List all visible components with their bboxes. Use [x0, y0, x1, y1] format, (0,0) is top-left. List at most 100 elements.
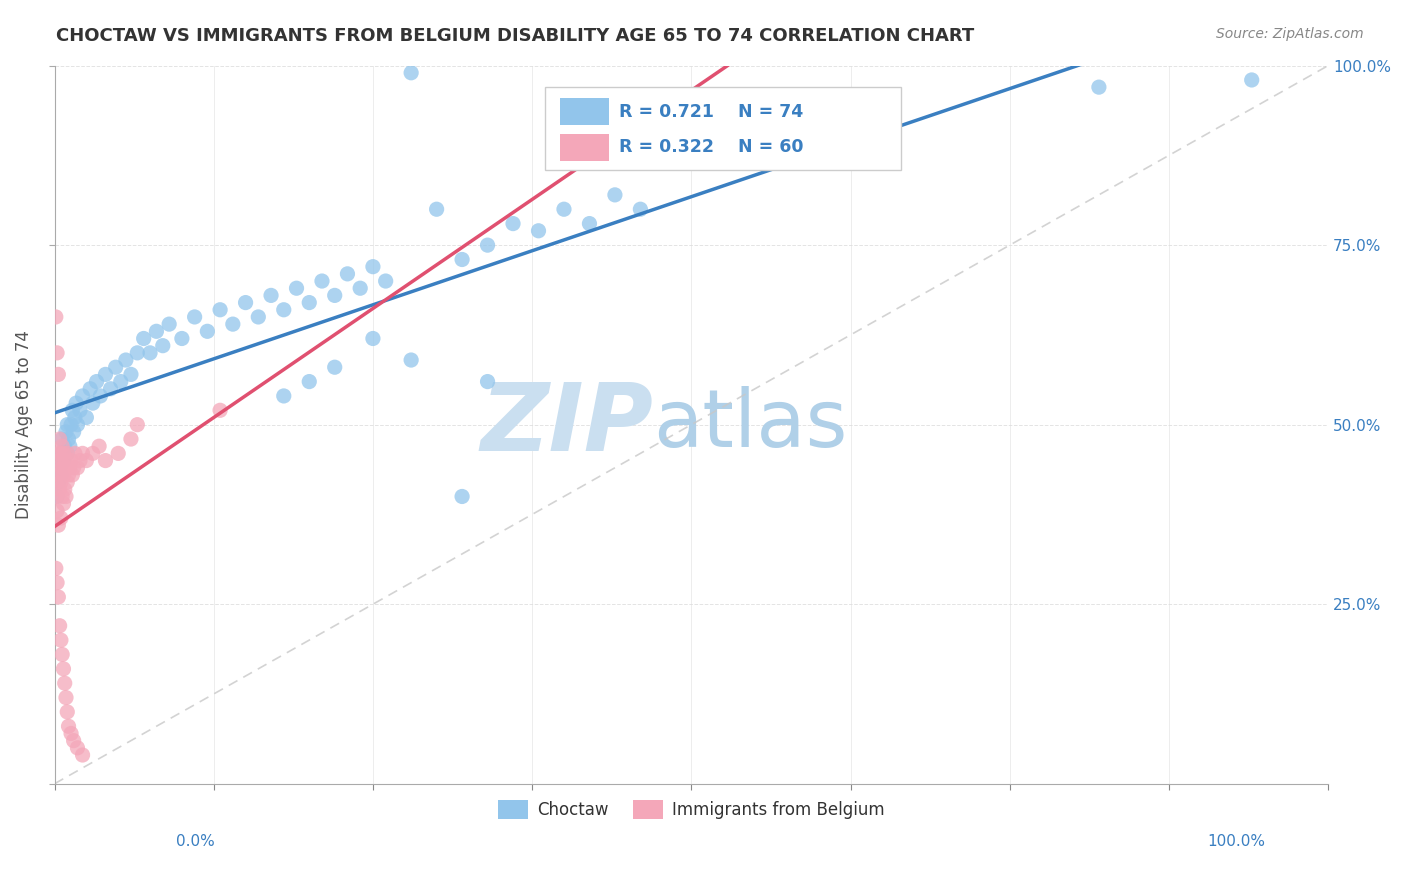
Point: [578, 217, 600, 231]
Point: [59, 439, 82, 453]
Point: [46, 460, 69, 475]
Point: [72, 389, 94, 403]
Point: [170, 331, 193, 345]
Point: [72, 446, 94, 460]
Point: [56, 705, 79, 719]
Bar: [560, 134, 609, 161]
Point: [48, 432, 70, 446]
Point: [374, 274, 396, 288]
Point: [1240, 73, 1263, 87]
Point: [45, 561, 67, 575]
Point: [46, 575, 69, 590]
Point: [553, 202, 575, 217]
Point: [53, 676, 76, 690]
Point: [49, 467, 72, 482]
Point: [110, 375, 132, 389]
Point: [298, 375, 321, 389]
Point: [51, 439, 73, 453]
Text: ZIP: ZIP: [481, 379, 654, 471]
Point: [603, 187, 626, 202]
Point: [66, 460, 89, 475]
Point: [86, 375, 108, 389]
Point: [49, 446, 72, 460]
Point: [48, 619, 70, 633]
Point: [115, 353, 138, 368]
Point: [46, 467, 69, 482]
Text: R = 0.322    N = 60: R = 0.322 N = 60: [619, 138, 803, 156]
Point: [58, 719, 80, 733]
Point: [120, 432, 142, 446]
Point: [65, 396, 87, 410]
Bar: [546, 87, 901, 169]
Point: [66, 740, 89, 755]
Point: [82, 396, 104, 410]
Point: [55, 690, 77, 705]
Point: [107, 446, 129, 460]
Point: [87, 439, 110, 453]
Point: [63, 446, 86, 460]
Point: [53, 439, 76, 453]
Point: [58, 432, 80, 446]
Point: [51, 648, 73, 662]
Point: [63, 410, 86, 425]
Point: [58, 467, 80, 482]
Point: [60, 726, 83, 740]
Point: [100, 382, 122, 396]
Point: [51, 490, 73, 504]
Point: [527, 224, 550, 238]
Point: [48, 460, 70, 475]
Text: Source: ZipAtlas.com: Source: ZipAtlas.com: [1216, 27, 1364, 41]
Text: atlas: atlas: [654, 385, 848, 464]
Point: [66, 417, 89, 432]
Point: [285, 281, 308, 295]
Text: R = 0.721    N = 74: R = 0.721 N = 74: [619, 103, 803, 120]
Point: [273, 302, 295, 317]
Point: [323, 360, 346, 375]
Point: [477, 375, 499, 389]
Point: [82, 446, 104, 460]
Point: [104, 360, 127, 375]
Point: [56, 446, 79, 460]
Point: [52, 497, 75, 511]
Point: [52, 446, 75, 460]
Legend: Choctaw, Immigrants from Belgium: Choctaw, Immigrants from Belgium: [492, 794, 891, 826]
Point: [51, 432, 73, 446]
Point: [52, 662, 75, 676]
Point: [477, 238, 499, 252]
Point: [157, 317, 180, 331]
Point: [52, 467, 75, 482]
Point: [323, 288, 346, 302]
Point: [45, 310, 67, 324]
Point: [145, 324, 167, 338]
Point: [60, 467, 83, 482]
Point: [628, 202, 651, 217]
Point: [361, 260, 384, 274]
Point: [75, 453, 97, 467]
Point: [79, 382, 101, 396]
Point: [209, 403, 232, 417]
Point: [56, 446, 79, 460]
Point: [46, 490, 69, 504]
Point: [46, 504, 69, 518]
Point: [46, 446, 69, 460]
Point: [48, 483, 70, 497]
Text: 0.0%: 0.0%: [176, 834, 215, 849]
Point: [75, 410, 97, 425]
Point: [209, 302, 232, 317]
Point: [247, 310, 270, 324]
Point: [451, 490, 474, 504]
Y-axis label: Disability Age 65 to 74: Disability Age 65 to 74: [15, 330, 32, 519]
Point: [127, 417, 149, 432]
Point: [72, 747, 94, 762]
Point: [336, 267, 359, 281]
Point: [399, 353, 422, 368]
Point: [94, 368, 117, 382]
Point: [152, 339, 174, 353]
Point: [1088, 80, 1111, 95]
Point: [502, 217, 524, 231]
Point: [62, 733, 84, 747]
Point: [69, 453, 91, 467]
Point: [311, 274, 333, 288]
Point: [222, 317, 245, 331]
Point: [273, 389, 295, 403]
